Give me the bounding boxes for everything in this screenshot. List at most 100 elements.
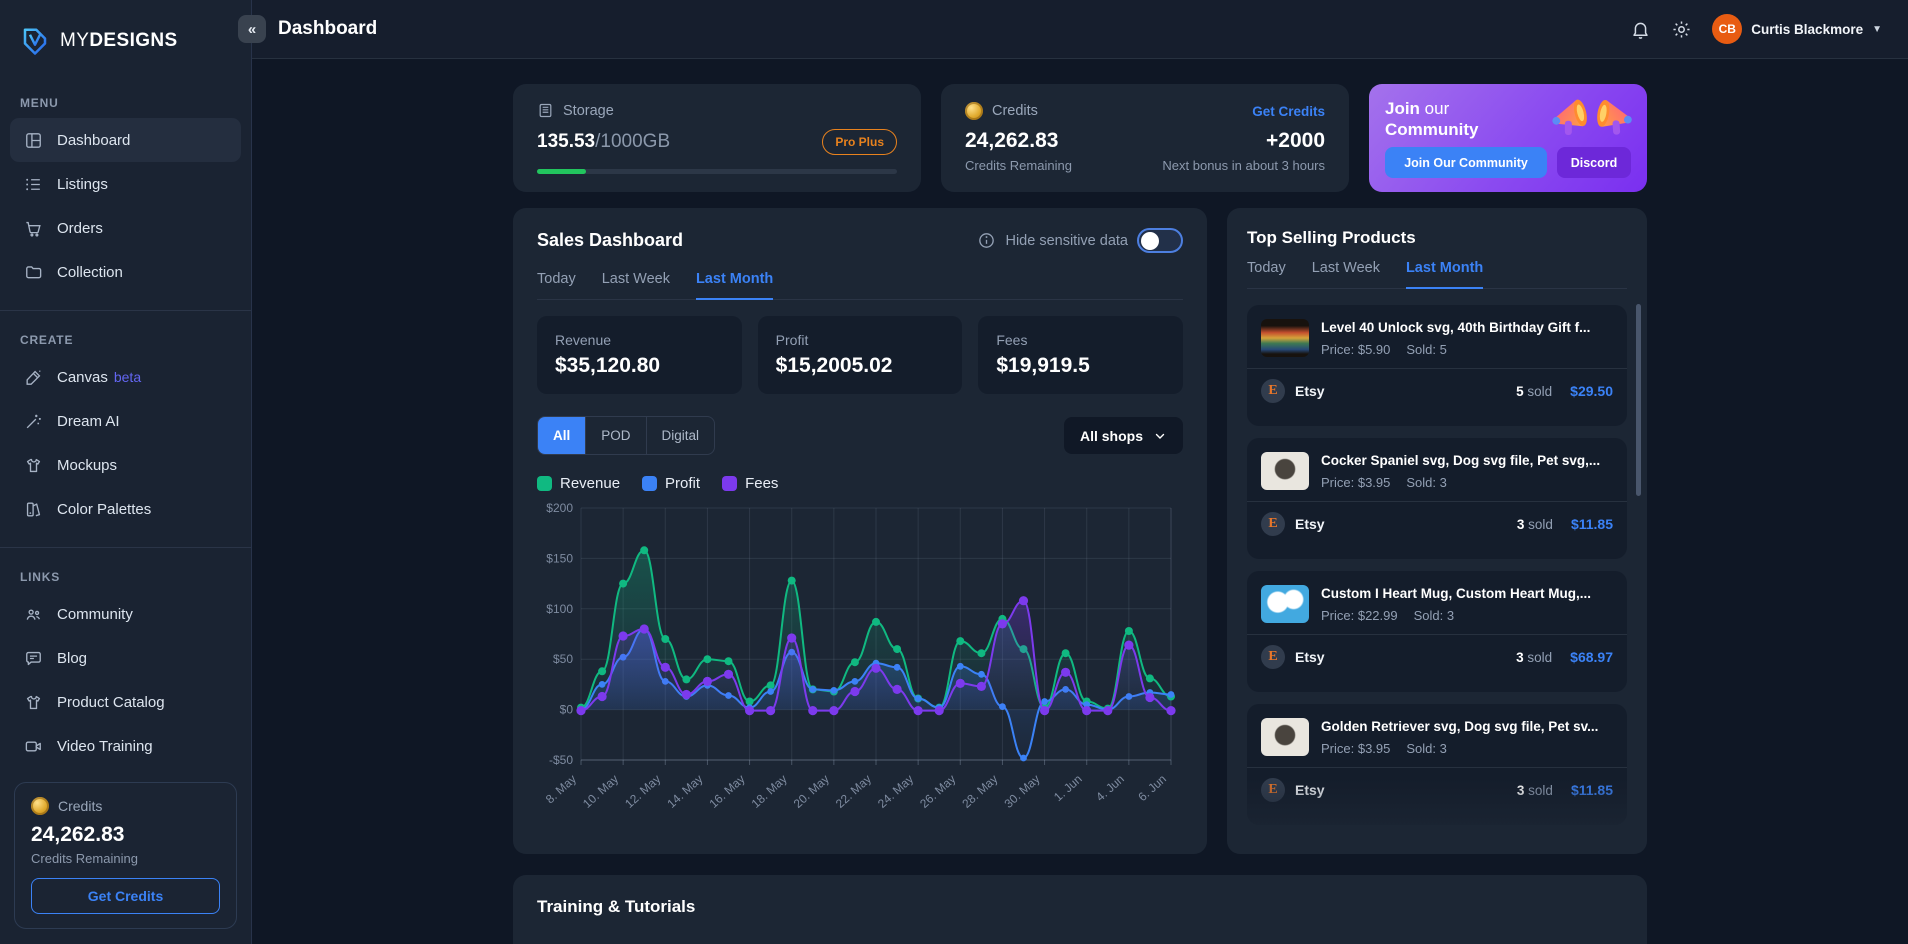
- products-list: Level 40 Unlock svg, 40th Birthday Gift …: [1247, 305, 1627, 834]
- sidebar-item-collection[interactable]: Collection: [10, 250, 241, 294]
- sidebar-item-listings[interactable]: Listings: [10, 162, 241, 206]
- sidebar: MYDESIGNS MENU Dashboard Listings Orders…: [0, 0, 252, 944]
- sidebar-item-dashboard[interactable]: Dashboard: [10, 118, 241, 162]
- sidebar-item-mockups[interactable]: Mockups: [10, 443, 241, 487]
- hide-sensitive-toggle[interactable]: [1137, 228, 1183, 253]
- sidebar-item-orders[interactable]: Orders: [10, 206, 241, 250]
- credits-bonus: +2000: [1266, 129, 1325, 152]
- product-card[interactable]: Cocker Spaniel svg, Dog svg file, Pet sv…: [1247, 438, 1627, 559]
- profit-stat-card: Profit $15,2005.02: [757, 316, 963, 394]
- product-title: Custom I Heart Mug, Custom Heart Mug,...: [1321, 585, 1592, 601]
- sidebar-item-label: Collection: [57, 263, 123, 281]
- brand[interactable]: MYDESIGNS: [0, 0, 251, 66]
- product-card[interactable]: Golden Retriever svg, Dog svg file, Pet …: [1247, 704, 1627, 825]
- product-thumbnail: [1261, 585, 1309, 623]
- etsy-icon: E: [1261, 645, 1285, 669]
- filter-digital-button[interactable]: Digital: [647, 417, 715, 454]
- svg-text:6. Jun: 6. Jun: [1135, 772, 1169, 804]
- storage-value: 135.53/1000GB: [537, 131, 671, 152]
- community-banner-title: Join our Community: [1385, 99, 1479, 140]
- palette-icon: [24, 500, 43, 519]
- chevron-down-icon: ▼: [1872, 23, 1882, 35]
- credits-label: Credits: [58, 798, 103, 814]
- product-price: Price: $22.99: [1321, 607, 1398, 623]
- sidebar-item-dream-ai[interactable]: Dream AI: [10, 399, 241, 443]
- sold-count: 3 sold: [1516, 649, 1553, 665]
- filter-pod-button[interactable]: POD: [586, 417, 647, 454]
- storage-icon: [537, 102, 554, 119]
- svg-text:10. May: 10. May: [580, 772, 621, 811]
- coin-icon: [965, 102, 983, 120]
- credits-amount: 24,262.83: [965, 129, 1059, 152]
- product-sold: Sold: 3: [1406, 740, 1447, 756]
- product-price: Price: $3.95: [1321, 474, 1391, 490]
- tab-last-month[interactable]: Last Month: [1405, 260, 1484, 289]
- tab-today[interactable]: Today: [1247, 260, 1286, 276]
- user-name: Curtis Blackmore: [1751, 21, 1864, 37]
- join-community-button[interactable]: Join Our Community: [1385, 147, 1547, 178]
- hide-sensitive-label: Hide sensitive data: [1005, 232, 1128, 249]
- product-thumbnail: [1261, 452, 1309, 490]
- product-title: Level 40 Unlock svg, 40th Birthday Gift …: [1321, 319, 1591, 335]
- stat-value: $35,120.80: [555, 354, 661, 377]
- product-card[interactable]: Level 40 Unlock svg, 40th Birthday Gift …: [1247, 305, 1627, 426]
- storage-progress-fill: [537, 169, 586, 174]
- settings-button[interactable]: [1671, 19, 1692, 40]
- tab-today[interactable]: Today: [537, 271, 576, 287]
- sidebar-item-label: Dream AI: [57, 412, 120, 430]
- sidebar-item-product-catalog[interactable]: Product Catalog: [10, 680, 241, 724]
- stat-label: Fees: [996, 332, 1028, 348]
- marker-pen-icon: [24, 368, 43, 387]
- product-sold: Sold: 5: [1406, 341, 1447, 357]
- shop-filter-dropdown[interactable]: All shops: [1063, 417, 1183, 454]
- coin-icon: [31, 797, 49, 815]
- people-icon: [24, 605, 43, 624]
- create-section-label: CREATE: [20, 333, 74, 347]
- create-nav: Canvas beta Dream AI Mockups Color Palett…: [0, 355, 251, 531]
- community-banner: Join our Community: [1369, 84, 1647, 192]
- top-selling-products-card: Top Selling Products Today Last Week Las…: [1227, 208, 1647, 854]
- page-title: Dashboard: [278, 18, 378, 39]
- sold-count: 5 sold: [1516, 383, 1553, 399]
- product-amount: $68.97: [1570, 649, 1613, 665]
- menu-nav: Dashboard Listings Orders Collection: [0, 118, 251, 294]
- notifications-button[interactable]: [1630, 19, 1651, 40]
- storage-card: Storage 135.53/1000GB Pro Plus: [513, 84, 921, 192]
- sidebar-item-community[interactable]: Community: [10, 592, 241, 636]
- sidebar-item-canvas[interactable]: Canvas beta: [10, 355, 241, 399]
- tab-last-month[interactable]: Last Month: [695, 271, 774, 300]
- sidebar-item-blog[interactable]: Blog: [10, 636, 241, 680]
- sales-dashboard-title: Sales Dashboard: [537, 230, 684, 250]
- sidebar-item-color-palettes[interactable]: Color Palettes: [10, 487, 241, 531]
- overview-row: Storage 135.53/1000GB Pro Plus: [513, 84, 1647, 192]
- get-credits-link[interactable]: Get Credits: [1252, 103, 1325, 119]
- tshirt-icon: [24, 456, 43, 475]
- filter-all-button[interactable]: All: [538, 417, 587, 454]
- credits-remaining-label: Credits Remaining: [965, 158, 1072, 173]
- tab-last-week[interactable]: Last Week: [601, 271, 670, 287]
- product-amount: $11.85: [1570, 516, 1613, 532]
- svg-text:30. May: 30. May: [1001, 772, 1042, 811]
- sidebar-collapse-button[interactable]: «: [238, 15, 266, 43]
- credits-subtitle: Credits Remaining: [31, 851, 138, 866]
- tab-last-week[interactable]: Last Week: [1311, 260, 1380, 276]
- get-credits-button[interactable]: Get Credits: [31, 878, 220, 914]
- product-price: Price: $3.95: [1321, 740, 1391, 756]
- sold-count: 3 sold: [1516, 782, 1553, 798]
- dashboard-icon: [24, 131, 43, 150]
- sidebar-item-video-training[interactable]: Video Training: [10, 724, 241, 768]
- etsy-icon: E: [1261, 778, 1285, 802]
- product-card[interactable]: Custom I Heart Mug, Custom Heart Mug,...…: [1247, 571, 1627, 692]
- user-menu[interactable]: CB Curtis Blackmore ▼: [1712, 14, 1882, 44]
- plan-badge[interactable]: Pro Plus: [822, 129, 897, 155]
- product-sold: Sold: 3: [1413, 607, 1455, 623]
- top-selling-title: Top Selling Products: [1247, 228, 1416, 247]
- revenue-swatch: [537, 476, 552, 491]
- legend-fees: Fees: [722, 475, 778, 492]
- sidebar-item-label: Video Training: [57, 737, 153, 755]
- discord-button[interactable]: Discord: [1557, 147, 1631, 178]
- svg-text:12. May: 12. May: [622, 772, 663, 811]
- chevron-down-icon: [1153, 429, 1167, 443]
- products-scrollbar-thumb[interactable]: [1636, 304, 1641, 496]
